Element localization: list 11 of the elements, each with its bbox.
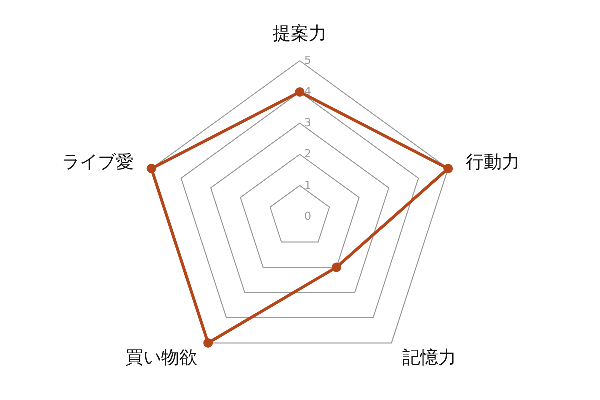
y-tick-label: 3 [304, 116, 312, 130]
y-tick-label: 4 [304, 85, 312, 98]
spoke-label: ライブ愛 [62, 152, 134, 174]
y-tick-label: 2 [304, 148, 312, 161]
y-tick-label: 0 [304, 210, 312, 223]
y-tick-label: 5 [304, 54, 312, 67]
spoke-label: 提案力 [273, 23, 327, 44]
spoke-label: 記憶力 [402, 347, 457, 368]
spoke-label: 買い物欲 [125, 347, 198, 368]
y-tick-label: 1 [304, 178, 312, 192]
spoke-label: 行動力 [466, 152, 520, 174]
